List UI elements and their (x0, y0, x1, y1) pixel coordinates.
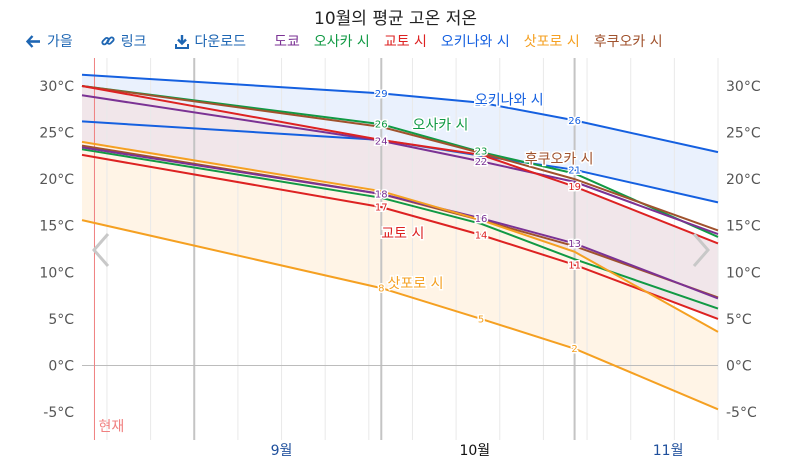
series-name-label: 삿포로 시 (388, 276, 444, 292)
point-value-label: 21 (568, 165, 581, 176)
point-value-label: 22 (475, 157, 488, 168)
point-value-label: 29 (375, 89, 388, 100)
download-button[interactable]: 다운로드 (174, 31, 247, 51)
range-band-삿포로-시 (82, 141, 718, 410)
y-tick-label-left: 10°C (39, 265, 74, 281)
download-icon (174, 34, 189, 49)
series-name-label: 오사카 시 (412, 118, 468, 134)
y-tick-label-left: 15°C (39, 219, 74, 235)
arrow-left-icon (26, 34, 40, 48)
point-value-label: 11 (568, 260, 581, 271)
series-line-오키나와-시-high (81, 73, 719, 154)
y-tick-label-left: 0°C (48, 358, 74, 374)
y-tick-label-left: 5°C (48, 312, 74, 328)
y-tick-label-left: -5°C (43, 405, 74, 421)
legend-item-오키나와-시[interactable]: 오키나와 시 (440, 34, 510, 50)
point-value-label: 16 (475, 214, 488, 225)
y-tick-label-right: 10°C (726, 265, 761, 281)
current-marker-label: 현재 (98, 419, 124, 435)
point-value-label: 14 (475, 231, 488, 242)
month-label: 10월 (459, 443, 490, 459)
point-value-label: 28 (475, 98, 488, 109)
series-line-오사카-시-low (81, 148, 719, 310)
point-value-label: 24 (375, 136, 388, 147)
legend-item-오사카-시[interactable]: 오사카 시 (313, 34, 370, 50)
point-value-label: 18 (375, 190, 388, 201)
series-line-삿포로-시-low (81, 219, 719, 411)
chevron-left-icon[interactable] (90, 232, 112, 268)
point-value-label: 5 (478, 314, 484, 325)
point-value-label: 19 (568, 182, 581, 193)
chevron-right-icon[interactable] (690, 232, 712, 268)
series-line-교토-시-high (81, 85, 719, 245)
y-tick-label-right: 15°C (726, 219, 761, 235)
prev-season-button[interactable]: 가을 (26, 31, 73, 51)
y-tick-label-right: 0°C (726, 358, 752, 374)
point-value-label: 26 (375, 120, 388, 131)
point-value-label: 2 (571, 344, 577, 355)
link-label: 링크 (120, 34, 147, 50)
series-line-도쿄-low (81, 146, 719, 300)
series-line-교토-시-low (81, 153, 719, 320)
legend-item-삿포로-시[interactable]: 삿포로 시 (523, 34, 580, 50)
y-tick-label-right: 5°C (726, 312, 752, 328)
point-value-label: 17 (375, 203, 388, 214)
link-icon (101, 36, 115, 46)
legend-item-교토-시[interactable]: 교토 시 (383, 34, 427, 50)
month-label: 11월 (653, 443, 684, 459)
y-tick-label-right: -5°C (726, 405, 757, 421)
point-value-label: 23 (475, 147, 488, 158)
legend-item-도쿄[interactable]: 도쿄 (274, 34, 300, 50)
series-name-label: 후쿠오카 시 (525, 151, 594, 167)
prev-season-label: 가을 (47, 34, 73, 50)
month-label: 9월 (271, 443, 293, 459)
point-value-label: 8 (378, 284, 384, 295)
series-line-도쿄-high (81, 94, 719, 236)
toolbar: 가을 링크 다운로드 도쿄 오사카 시 교토 시 오키나와 시 삿포로 시 후쿠오카 시 (26, 30, 663, 52)
chart-title: 10월의 평균 고온 저온 (314, 9, 477, 29)
series-name-label: 교토 시 (381, 226, 424, 242)
y-tick-label-right: 30°C (726, 79, 761, 95)
legend: 도쿄 오사카 시 교토 시 오키나와 시 삿포로 시 후쿠오카 시 (274, 31, 663, 51)
point-value-label: 26 (568, 116, 581, 127)
y-tick-label-right: 20°C (726, 172, 761, 188)
series-line-후쿠오카-시-high (81, 85, 719, 232)
link-button[interactable]: 링크 (101, 31, 147, 51)
series-name-label: 오키나와 시 (475, 93, 544, 109)
point-value-label: 13 (568, 239, 581, 250)
y-tick-label-left: 30°C (39, 79, 74, 95)
legend-item-후쿠오카-시[interactable]: 후쿠오카 시 (593, 34, 663, 50)
y-tick-label-left: 20°C (39, 172, 74, 188)
download-label: 다운로드 (194, 34, 247, 50)
y-tick-label-left: 25°C (39, 126, 74, 142)
series-line-삿포로-시-high (81, 140, 719, 333)
y-tick-label-right: 25°C (726, 126, 761, 142)
